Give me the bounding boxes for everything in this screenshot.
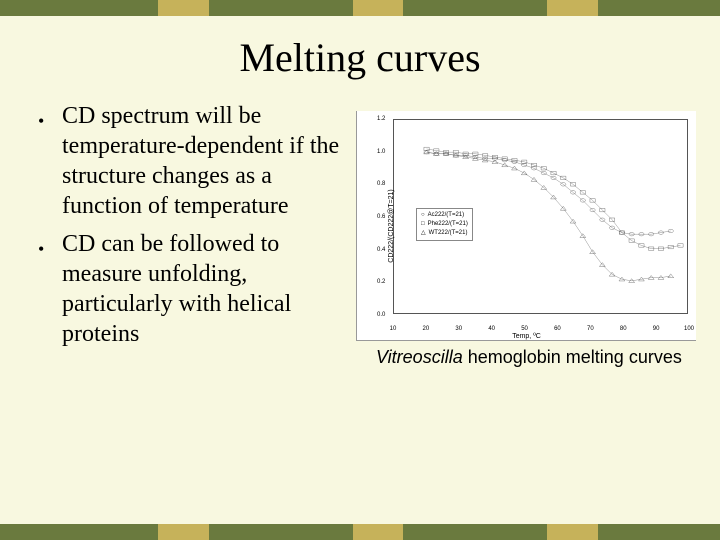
plot-area: ○Ac222/(T=21)□Phe222/(T=21)△WT222/(T=21) (393, 119, 688, 314)
caption-rest: hemoglobin melting curves (463, 347, 682, 367)
x-axis-label: Temp, ºC (512, 333, 541, 340)
chart-legend: ○Ac222/(T=21)□Phe222/(T=21)△WT222/(T=21) (416, 208, 473, 241)
caption-italic: Vitreoscilla (376, 347, 463, 367)
decorative-border-top (0, 0, 720, 16)
figure-caption: Vitreoscilla hemoglobin melting curves (356, 341, 712, 368)
content-area: • CD spectrum will be temperature-depend… (0, 81, 720, 368)
melting-curve-chart: ○Ac222/(T=21)□Phe222/(T=21)△WT222/(T=21)… (356, 111, 696, 341)
figure-area: ○Ac222/(T=21)□Phe222/(T=21)△WT222/(T=21)… (356, 101, 712, 368)
bullet-item: • CD spectrum will be temperature-depend… (38, 101, 348, 221)
y-axis-label: CD222/(CD222@T=21) (388, 189, 395, 262)
bullet-list: • CD spectrum will be temperature-depend… (8, 101, 348, 368)
bullet-item: • CD can be followed to measure unfoldin… (38, 229, 348, 349)
bullet-marker: • (38, 101, 62, 221)
bullet-text: CD spectrum will be temperature-dependen… (62, 101, 348, 221)
bullet-text: CD can be followed to measure unfolding,… (62, 229, 348, 349)
decorative-border-bottom (0, 524, 720, 540)
bullet-marker: • (38, 229, 62, 349)
